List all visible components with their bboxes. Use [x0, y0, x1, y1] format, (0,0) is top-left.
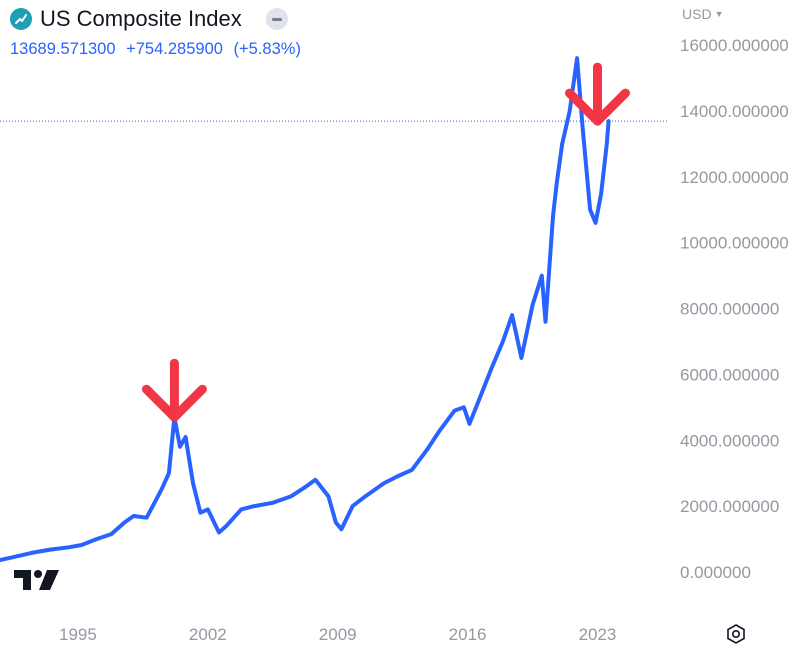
x-tick-label: 2016	[449, 625, 487, 644]
legend-header: US Composite Index 13689.571300 +754.285…	[10, 6, 307, 59]
x-axis: 1995 2002 2009 2016 2023	[59, 625, 616, 644]
x-tick-label: 1995	[59, 625, 97, 644]
chevron-down-icon: ▼	[714, 9, 724, 19]
y-tick-label: 10000.000000	[680, 234, 789, 253]
currency-label: USD	[682, 6, 712, 22]
price-change: +754.285900	[126, 40, 223, 58]
y-axis: 0.000000 2000.000000 4000.000000 6000.00000…	[680, 36, 789, 582]
y-tick-label: 12000.000000	[680, 168, 789, 187]
y-tick-label: 8000.000000	[680, 300, 779, 319]
y-tick-label: 6000.000000	[680, 365, 779, 384]
hexagon-settings-icon[interactable]	[724, 622, 748, 646]
x-tick-label: 2009	[319, 625, 357, 644]
quote-row: 13689.571300 +754.285900 (+5.83%)	[10, 40, 307, 59]
last-price: 13689.571300	[10, 40, 116, 58]
currency-selector[interactable]: USD ▼	[682, 6, 723, 22]
y-tick-label: 16000.000000	[680, 36, 789, 55]
down-arrow-annotation	[564, 62, 630, 126]
symbol-title: US Composite Index	[40, 6, 242, 31]
y-tick-label: 4000.000000	[680, 431, 779, 450]
trend-icon	[10, 8, 32, 30]
y-tick-label: 2000.000000	[680, 497, 779, 516]
price-change-percent: (+5.83%)	[233, 40, 301, 58]
x-tick-label: 2002	[189, 625, 227, 644]
collapse-button[interactable]	[265, 8, 288, 30]
x-tick-label: 2023	[579, 625, 617, 644]
minus-icon	[271, 17, 282, 21]
down-arrow-annotation	[141, 358, 207, 422]
y-tick-label: 0.000000	[680, 563, 751, 582]
series-line	[0, 56, 611, 563]
annotations	[141, 62, 630, 422]
tradingview-logo[interactable]	[14, 568, 60, 597]
y-tick-label: 14000.000000	[680, 102, 789, 121]
